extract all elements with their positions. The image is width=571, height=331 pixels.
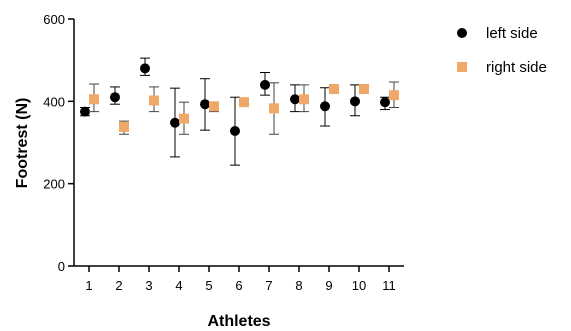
data-point [179,113,189,124]
legend: left side right side [457,25,547,76]
x-tick-label: 7 [265,278,272,293]
x-tick-label: 1 [85,278,92,293]
series-right-side [89,81,399,135]
data-point [389,90,399,101]
legend-label: left side [486,25,538,42]
data-point [329,83,339,94]
y-tick-label: 600 [43,12,65,27]
x-tick-label: 10 [352,278,366,293]
series-left-side [80,57,390,166]
data-point [350,96,360,107]
data-point [149,95,159,106]
x-tick-label: 8 [295,278,302,293]
x-tick-label: 11 [382,278,396,293]
data-point [89,94,99,105]
y-axis: 0 200 400 600 [43,12,75,274]
data-point [170,117,180,128]
data-point [200,99,210,110]
x-tick-label: 9 [325,278,332,293]
x-tick-label: 4 [175,278,182,293]
x-tick-label: 5 [205,278,212,293]
y-tick-label: 200 [43,177,65,192]
y-tick-label: 0 [58,259,65,274]
data-point [359,83,369,94]
data-point [380,97,390,108]
data-point [290,94,300,105]
data-point [269,103,279,114]
data-point [209,101,219,112]
data-point [110,92,120,103]
data-point [80,106,90,117]
y-axis-title: Footrest (N) [14,98,31,189]
data-point [239,97,249,108]
x-tick-label: 6 [235,278,242,293]
data-point [320,101,330,112]
legend-marker-left-side [457,28,467,38]
x-tick-label: 2 [115,278,122,293]
x-axis-title: Athletes [207,313,270,330]
data-point [260,79,270,90]
data-point [230,125,240,136]
plot-area [80,57,399,166]
data-point [299,94,309,105]
x-axis: 1 2 3 4 5 6 7 8 9 10 11 [74,265,404,293]
legend-label: right side [486,59,547,76]
y-tick-label: 400 [43,94,65,109]
legend-marker-right-side [457,62,467,72]
data-point [119,121,129,132]
x-tick-label: 3 [145,278,152,293]
data-point [140,63,150,74]
